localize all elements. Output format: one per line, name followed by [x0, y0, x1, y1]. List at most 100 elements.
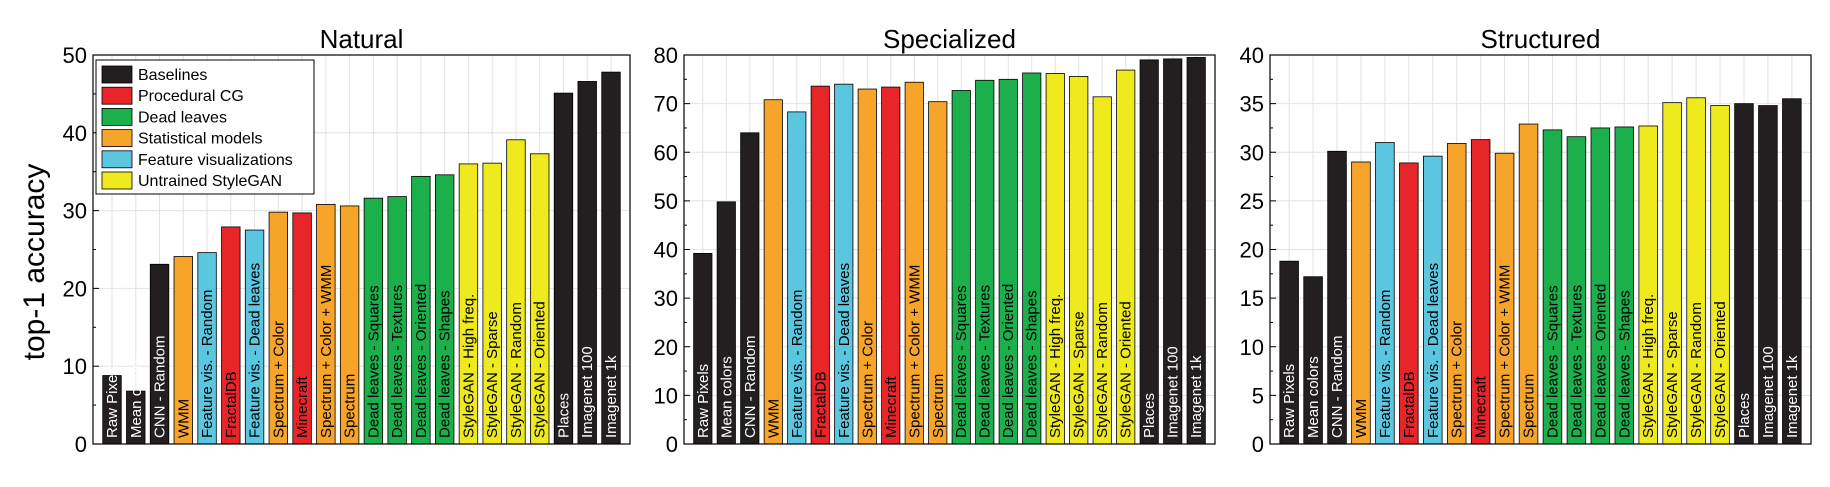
legend-swatch: [101, 171, 133, 190]
legend-swatch: [101, 86, 133, 105]
category-label: Imagenet 1k: [1784, 355, 1801, 438]
category-label: FractalDB: [223, 371, 240, 438]
category-label: Feature vis. - Random: [199, 290, 216, 438]
y-tick-label: 80: [654, 43, 678, 68]
legend-label: Feature visualizations: [138, 152, 293, 169]
category-label: Dead leaves - Squares: [1544, 285, 1561, 438]
legend: Baselines Procedural CG Dead leaves Statist…: [95, 59, 315, 195]
bar: [1734, 103, 1754, 445]
category-label: Imagenet 100: [579, 346, 596, 438]
category-label: Feature vis. - Random: [1377, 290, 1394, 438]
category-label: Feature vis. - Dead leaves: [1425, 263, 1442, 438]
category-label: Raw Pixels: [695, 364, 712, 438]
y-tick-label: 20: [1240, 238, 1264, 263]
legend-label: Statistical models: [138, 131, 263, 148]
category-label: StyleGAN - Oriented: [532, 301, 549, 438]
category-label: Imagenet 1k: [1188, 355, 1205, 438]
category-label: StyleGAN - Oriented: [1712, 301, 1729, 438]
chart-panel-structured: Raw Pixels Mean colors CNN - Random WMM Feat…: [1240, 24, 1812, 457]
category-label: CNN - Random: [742, 335, 759, 438]
category-label: Feature vis. - Random: [789, 290, 806, 438]
y-tick-label: 30: [63, 199, 87, 224]
category-label: Dead leaves - Oriented: [1592, 284, 1609, 438]
chart-title: Specialized: [883, 24, 1016, 54]
category-label: Dead leaves - Squares: [365, 285, 382, 438]
chart-title: Structured: [1481, 24, 1601, 54]
category-label: StyleGAN - Sparse: [1071, 311, 1088, 438]
bar: [553, 92, 574, 445]
legend-swatch: [101, 65, 133, 84]
category-label: Dead leaves - Shapes: [437, 290, 454, 438]
y-tick-label: 10: [63, 354, 87, 379]
category-label: Spectrum: [1521, 374, 1538, 438]
y-tick-label: 0: [75, 432, 87, 457]
category-label: StyleGAN - Random: [1094, 302, 1111, 438]
chart-title: Natural: [320, 24, 404, 54]
y-tick-label: 40: [654, 238, 678, 263]
y-tick-label: 50: [654, 189, 678, 214]
category-label: Dead leaves - Oriented: [413, 284, 430, 438]
y-tick-label: 70: [654, 92, 678, 117]
category-label: Dead leaves - Textures: [389, 285, 406, 438]
y-tick-label: 10: [1240, 335, 1264, 360]
category-label: FractalDB: [812, 371, 829, 438]
category-label: Spectrum + Color + WMM: [906, 265, 923, 438]
legend-label: Procedural CG: [138, 88, 244, 105]
y-tick-label: 35: [1240, 92, 1264, 117]
category-label: Minecraft: [883, 375, 900, 438]
y-tick-label: 60: [654, 140, 678, 165]
legend-swatch: [101, 129, 133, 148]
category-label: Spectrum + Color: [270, 321, 287, 438]
category-label: Raw Pixels: [104, 364, 121, 438]
category-label: StyleGAN - Random: [1688, 302, 1705, 438]
category-label: WMM: [765, 399, 782, 438]
category-label: Dead leaves - Textures: [977, 285, 994, 438]
category-label: Mean colors: [128, 356, 145, 438]
category-label: Imagenet 100: [1165, 346, 1182, 438]
y-tick-label: 30: [654, 286, 678, 311]
y-tick-label: 25: [1240, 189, 1264, 214]
y-tick-label: 5: [1252, 383, 1264, 408]
y-tick-label: 0: [666, 432, 678, 457]
category-label: CNN - Random: [1329, 335, 1346, 438]
category-label: Spectrum + Color: [1449, 321, 1466, 438]
y-tick-label: 10: [654, 383, 678, 408]
y-tick-label: 40: [1240, 43, 1264, 68]
bar: [763, 99, 783, 445]
category-label: Dead leaves - Squares: [953, 285, 970, 438]
category-label: WMM: [1353, 399, 1370, 438]
category-label: StyleGAN - High freq.: [460, 294, 477, 438]
y-tick-label: 15: [1240, 286, 1264, 311]
category-label: Places: [1141, 393, 1158, 438]
legend-label: Untrained StyleGAN: [138, 173, 282, 190]
category-label: WMM: [175, 399, 192, 438]
y-axis-label: top-1 accuracy: [18, 164, 51, 361]
y-tick-label: 20: [654, 335, 678, 360]
bar: [1139, 59, 1159, 445]
category-label: StyleGAN - Oriented: [1118, 301, 1135, 438]
category-label: Minecraft: [294, 375, 311, 438]
category-label: Spectrum: [342, 374, 359, 438]
y-tick-label: 0: [1252, 432, 1264, 457]
category-label: Mean colors: [1305, 356, 1322, 438]
y-tick-label: 30: [1240, 140, 1264, 165]
category-label: Spectrum + Color: [859, 321, 876, 438]
category-label: Spectrum + Color + WMM: [318, 265, 335, 438]
legend-swatch: [101, 108, 133, 126]
chart-panel-specialized: Raw Pixels Mean colors CNN - Random WMM Feat…: [654, 24, 1216, 457]
category-label: Places: [1736, 393, 1753, 438]
category-label: StyleGAN - High freq.: [1047, 294, 1064, 438]
category-label: Places: [555, 393, 572, 438]
category-label: Dead leaves - Shapes: [1616, 290, 1633, 438]
category-label: CNN - Random: [152, 335, 169, 438]
category-label: Dead leaves - Oriented: [1000, 284, 1017, 438]
category-label: StyleGAN - Sparse: [1664, 311, 1681, 438]
category-label: Mean colors: [718, 356, 735, 438]
chart-panel-natural: Raw Pixels Mean colors CNN - Random WMM Feat…: [63, 24, 631, 457]
category-label: StyleGAN - Random: [508, 302, 525, 438]
category-label: FractalDB: [1401, 371, 1418, 438]
y-tick-label: 50: [63, 43, 87, 68]
category-label: Minecraft: [1473, 375, 1490, 438]
legend-label: Dead leaves: [138, 109, 227, 126]
